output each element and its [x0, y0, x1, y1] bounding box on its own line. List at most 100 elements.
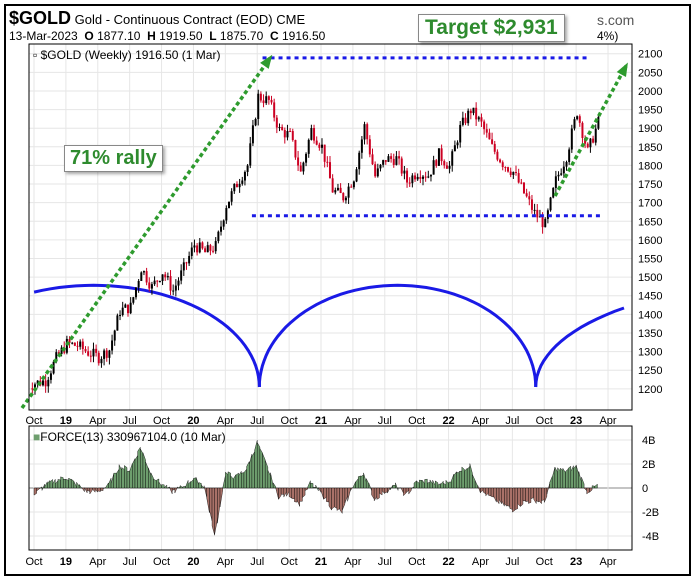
force-segment [272, 482, 277, 489]
candle-body [440, 148, 443, 162]
candle-body [283, 130, 286, 138]
candle-body [307, 139, 310, 154]
candle-body [453, 145, 456, 152]
force-segment [544, 487, 548, 503]
candle-body [41, 380, 44, 386]
candle-body [469, 110, 472, 114]
force-segment [145, 461, 149, 489]
candle-body [132, 297, 135, 303]
force-segment [153, 478, 157, 489]
force-segment [517, 487, 521, 507]
candle-body [297, 157, 300, 166]
candle-body [592, 138, 595, 143]
y-tick-label: 1950 [638, 105, 662, 117]
force-segment [474, 480, 479, 489]
candle-body [166, 276, 169, 278]
candle-body [174, 285, 177, 291]
force-segment [280, 487, 285, 495]
force-segment [100, 487, 104, 491]
candle-body [196, 245, 199, 253]
x-tick-label: Jul [250, 415, 264, 427]
force-segment [55, 480, 59, 489]
candle-body [568, 149, 571, 163]
force-segment [477, 485, 481, 494]
force-tick-label: 2B [642, 459, 655, 471]
candle-body [541, 216, 544, 228]
force-segment [190, 478, 194, 489]
force-segment [52, 478, 56, 489]
force-segment [270, 472, 274, 489]
candle-body [95, 348, 98, 353]
force-segment [323, 487, 327, 500]
candle-body [456, 142, 459, 146]
force-segment [86, 487, 91, 492]
force-segment [211, 487, 215, 536]
force-segment [371, 487, 375, 500]
y-tick-label: 1750 [638, 179, 662, 191]
candle-body [47, 379, 50, 387]
x-tick-label: Apr [217, 415, 234, 427]
force-segment [179, 485, 184, 489]
force-segment [148, 467, 152, 489]
candle-body [530, 199, 533, 210]
candle-body [507, 167, 510, 172]
candle-body [281, 126, 284, 131]
candle-body [334, 190, 337, 193]
force-segment [326, 487, 330, 503]
candle-body [424, 176, 427, 178]
force-tick-label: -4B [642, 531, 659, 543]
force-segment [89, 487, 93, 495]
force-segment [169, 487, 173, 494]
main-panel-border [28, 43, 633, 411]
candle-body [212, 250, 215, 252]
force-segment [331, 487, 335, 510]
candle-body [76, 345, 79, 347]
force-segment [485, 487, 489, 497]
force-segment [296, 487, 300, 507]
force-segment [533, 487, 537, 505]
force-segment [217, 487, 221, 524]
candle-body [201, 242, 204, 249]
candle-body [392, 158, 395, 165]
force-segment [254, 440, 258, 489]
candle-body [137, 281, 140, 288]
candle-body [116, 315, 119, 331]
force-segment [472, 474, 476, 489]
force-segment [453, 471, 457, 489]
candle-body [411, 175, 414, 184]
force-segment [567, 465, 572, 489]
force-segment [490, 487, 494, 498]
force-segment [376, 487, 380, 500]
force-segment [496, 487, 500, 505]
force-segment [504, 487, 508, 507]
candle-body [278, 126, 281, 128]
y-tick-label: 1500 [638, 272, 662, 284]
candle-body [594, 128, 597, 143]
force-segment [182, 486, 186, 489]
candle-body [193, 245, 196, 248]
candle-body [142, 271, 145, 273]
force-segment [427, 482, 431, 489]
force-segment [578, 471, 582, 489]
candle-body [488, 132, 491, 140]
y-tick-label: 2050 [638, 67, 662, 79]
force-segment [203, 485, 207, 498]
force-segment [514, 487, 518, 510]
force-x-tick-label: Apr [344, 556, 361, 568]
candle-body [408, 182, 411, 184]
force-segment [121, 467, 125, 489]
x-tick-label: 21 [315, 415, 327, 427]
force-segment [249, 454, 253, 489]
force-segment [177, 486, 181, 489]
candle-body [374, 164, 377, 177]
force-segment [315, 484, 319, 491]
force-segment [358, 475, 362, 489]
candle-body [71, 342, 74, 344]
force-segment [36, 487, 40, 492]
candle-body [512, 171, 515, 175]
force-x-tick-label: Oct [408, 556, 425, 568]
force-segment [440, 480, 444, 489]
candle-body [161, 274, 164, 282]
force-segment [384, 487, 388, 494]
